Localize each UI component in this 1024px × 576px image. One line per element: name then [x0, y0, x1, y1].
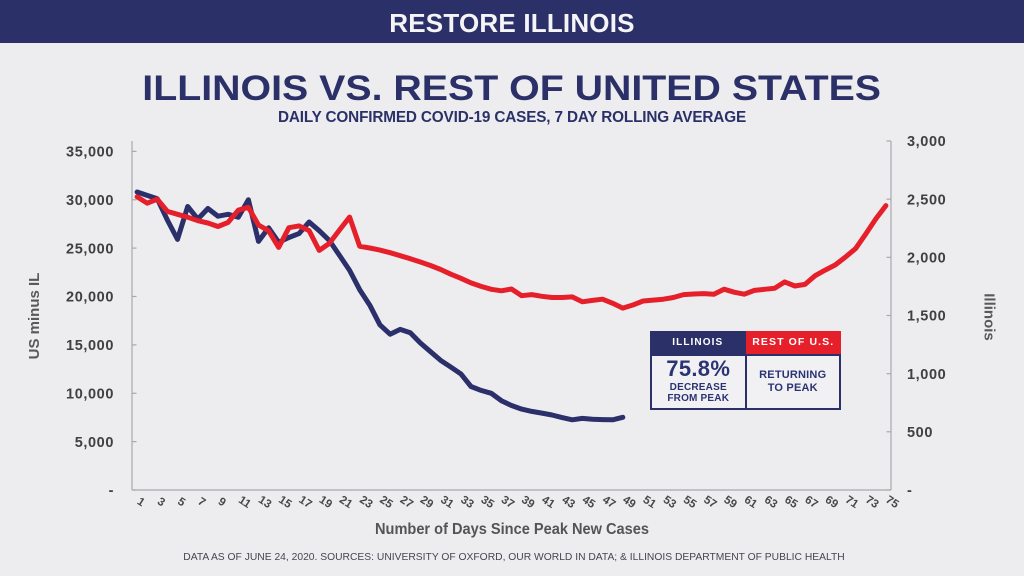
- svg-text:61: 61: [742, 494, 760, 511]
- svg-text:33: 33: [458, 494, 475, 511]
- svg-text:27: 27: [398, 494, 415, 511]
- svg-text:47: 47: [600, 494, 617, 511]
- svg-text:20,000: 20,000: [66, 290, 114, 306]
- svg-text:69: 69: [823, 494, 840, 511]
- svg-text:3,000: 3,000: [907, 134, 946, 150]
- svg-text:53: 53: [661, 494, 678, 511]
- svg-text:11: 11: [236, 494, 253, 511]
- svg-text:51: 51: [641, 494, 659, 511]
- svg-text:37: 37: [499, 494, 516, 511]
- svg-text:1,500: 1,500: [907, 309, 946, 325]
- svg-text:500: 500: [907, 425, 933, 441]
- svg-text:9: 9: [216, 496, 228, 510]
- svg-text:DATA AS OF JUNE 24, 2020. SOUR: DATA AS OF JUNE 24, 2020. SOURCES: UNIVE…: [183, 552, 844, 563]
- svg-text:19: 19: [317, 494, 334, 511]
- svg-text:57: 57: [701, 494, 718, 511]
- svg-text:5: 5: [175, 496, 187, 510]
- svg-text:7: 7: [195, 496, 207, 510]
- svg-text:59: 59: [721, 494, 738, 511]
- svg-text:-: -: [109, 483, 114, 499]
- svg-text:39: 39: [519, 494, 536, 511]
- svg-text:49: 49: [620, 494, 637, 511]
- svg-text:75: 75: [883, 494, 901, 511]
- svg-text:-: -: [907, 483, 912, 499]
- svg-text:25: 25: [377, 494, 395, 511]
- svg-text:17: 17: [296, 494, 313, 511]
- svg-text:65: 65: [782, 494, 800, 511]
- svg-text:30,000: 30,000: [66, 193, 114, 209]
- svg-text:13: 13: [256, 494, 273, 511]
- svg-text:5,000: 5,000: [75, 435, 114, 451]
- svg-text:35: 35: [479, 494, 497, 511]
- svg-text:2,000: 2,000: [907, 251, 946, 267]
- svg-text:15,000: 15,000: [66, 338, 114, 354]
- svg-text:41: 41: [539, 494, 557, 511]
- svg-text:Number of Days Since Peak New: Number of Days Since Peak New Cases: [375, 521, 649, 538]
- svg-text:55: 55: [681, 494, 699, 511]
- svg-text:67: 67: [802, 494, 819, 511]
- svg-text:73: 73: [863, 494, 880, 511]
- svg-text:29: 29: [418, 494, 435, 511]
- svg-text:31: 31: [438, 494, 456, 511]
- svg-text:35,000: 35,000: [66, 145, 114, 161]
- svg-text:3: 3: [155, 496, 167, 510]
- svg-text:15: 15: [276, 494, 294, 511]
- svg-text:43: 43: [560, 494, 577, 511]
- svg-text:US minus IL: US minus IL: [26, 273, 43, 360]
- svg-text:45: 45: [580, 494, 598, 511]
- svg-text:21: 21: [337, 494, 355, 511]
- svg-text:Illinois: Illinois: [981, 293, 998, 341]
- svg-text:63: 63: [762, 494, 779, 511]
- svg-text:1: 1: [135, 496, 147, 510]
- svg-text:10,000: 10,000: [66, 387, 114, 403]
- svg-text:2,500: 2,500: [907, 192, 946, 208]
- svg-text:23: 23: [357, 494, 374, 511]
- svg-text:71: 71: [843, 494, 861, 511]
- svg-text:25,000: 25,000: [66, 241, 114, 257]
- svg-text:1,000: 1,000: [907, 367, 946, 383]
